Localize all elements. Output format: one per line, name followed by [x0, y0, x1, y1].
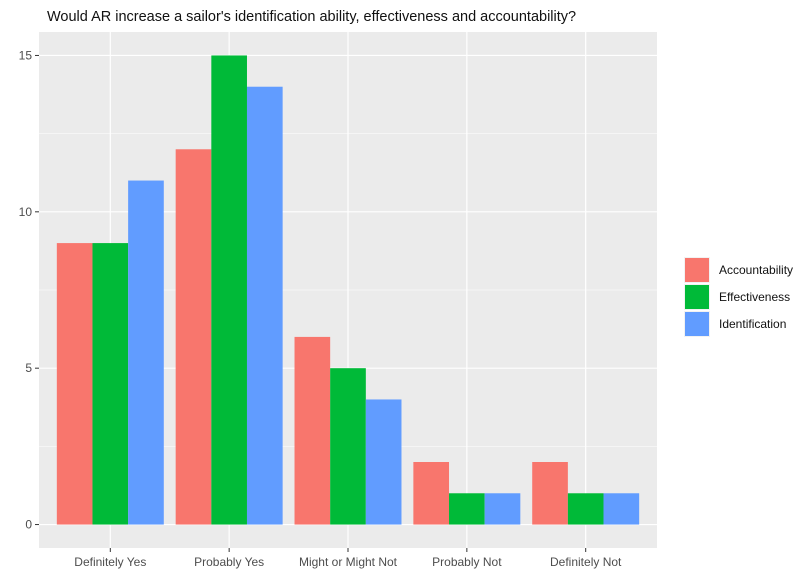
legend-swatch — [685, 258, 709, 282]
x-tick-label: Probably Yes — [194, 555, 264, 569]
bar — [211, 55, 247, 525]
legend-swatch — [685, 285, 709, 309]
bar — [92, 243, 129, 525]
bar — [365, 399, 402, 525]
bar — [532, 462, 568, 525]
x-tick-label: Definitely Not — [550, 555, 622, 569]
x-axis: Definitely Yes Probably Yes Might or Might… — [74, 548, 622, 569]
bar — [484, 493, 521, 525]
y-tick-label: 10 — [19, 205, 33, 219]
x-tick-label: Definitely Yes — [74, 555, 146, 569]
y-tick-label: 5 — [25, 361, 32, 375]
y-axis: 0 5 10 15 — [19, 48, 39, 532]
y-tick-label: 15 — [19, 48, 33, 62]
y-tick-label: 0 — [25, 518, 32, 532]
bar — [246, 86, 283, 525]
bar — [567, 493, 604, 525]
bar — [294, 336, 331, 525]
bar — [603, 493, 640, 525]
x-tick-label: Might or Might Not — [299, 555, 398, 569]
legend-label: Accountability — [719, 263, 793, 277]
legend-label: Identification — [719, 317, 786, 331]
x-tick-label: Probably Not — [432, 555, 502, 569]
bar — [330, 368, 366, 525]
legend: Accountability Effectiveness Identificatio… — [684, 257, 793, 337]
bars — [56, 55, 640, 525]
legend-label: Effectiveness — [719, 290, 790, 304]
bar — [175, 149, 212, 525]
chart-title: Would AR increase a sailor's identificat… — [47, 9, 576, 25]
legend-swatch — [685, 312, 709, 336]
bar — [449, 493, 485, 525]
bar — [56, 243, 93, 525]
bar — [128, 180, 164, 525]
bar — [413, 462, 450, 525]
